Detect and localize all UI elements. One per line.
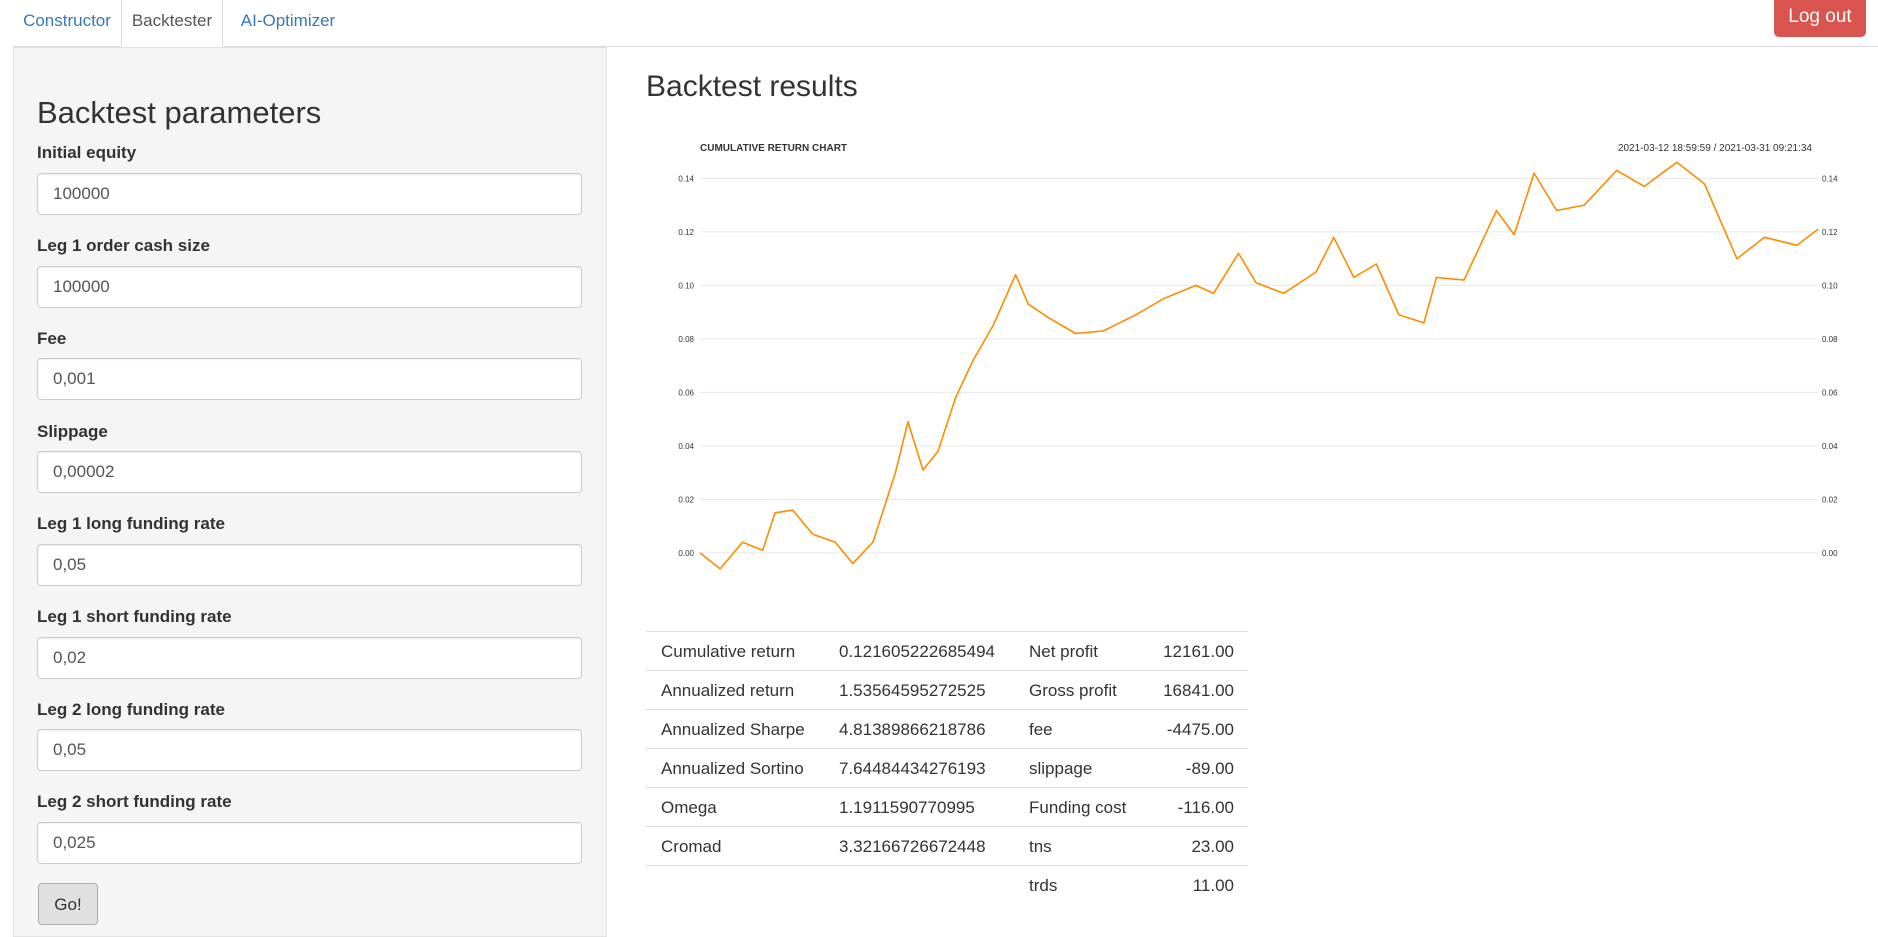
tab-constructor[interactable]: Constructor bbox=[23, 11, 111, 30]
table-row: Omega 1.1911590770995 Funding cost -116.… bbox=[646, 787, 1248, 826]
stat-label: Annualized return bbox=[661, 681, 795, 700]
leg2-long-funding-rate-label: Leg 2 long funding rate bbox=[37, 700, 225, 719]
table-row: trds 11.00 bbox=[646, 865, 1248, 904]
params-title: Backtest parameters bbox=[37, 95, 322, 130]
stat-value: 11.00 bbox=[1192, 876, 1234, 895]
initial-equity-input[interactable] bbox=[37, 173, 582, 215]
y-tick-label-left: 0.08 bbox=[678, 335, 694, 344]
y-tick-label-left: 0.10 bbox=[678, 281, 694, 290]
chart-date-range: 2021-03-12 18:59:59 / 2021-03-31 09:21:3… bbox=[1618, 143, 1812, 154]
leg1-short-funding-rate-input[interactable] bbox=[37, 637, 582, 679]
table-row: Annualized Sharpe 4.81389866218786 fee -… bbox=[646, 709, 1248, 748]
go-button[interactable]: Go! bbox=[38, 883, 98, 925]
stat-label: trds bbox=[1029, 876, 1058, 895]
y-tick-label-right: 0.06 bbox=[1822, 388, 1838, 397]
stat-value: 23.00 bbox=[1191, 837, 1234, 856]
stat-value: 1.53564595272525 bbox=[839, 681, 986, 700]
y-tick-label-right: 0.00 bbox=[1822, 549, 1838, 558]
chart-grid bbox=[700, 177, 1818, 554]
slippage-label: Slippage bbox=[37, 422, 108, 441]
stat-label: Cromad bbox=[661, 837, 722, 856]
stat-label: Net profit bbox=[1029, 642, 1098, 661]
stat-label: tns bbox=[1029, 837, 1052, 856]
fee-label: Fee bbox=[37, 329, 67, 348]
leg1-order-cash-size-label: Leg 1 order cash size bbox=[37, 236, 210, 255]
y-tick-label-left: 0.06 bbox=[678, 388, 694, 397]
fee-input[interactable] bbox=[37, 358, 582, 400]
navbar: Constructor Backtester AI-Optimizer Log … bbox=[0, 0, 1878, 47]
results-title: Backtest results bbox=[646, 70, 858, 103]
leg2-long-funding-rate-input[interactable] bbox=[37, 729, 582, 771]
y-tick-label-left: 0.02 bbox=[678, 495, 694, 504]
stat-value: 0.121605222685494 bbox=[839, 642, 995, 661]
stat-label: Omega bbox=[661, 798, 717, 817]
initial-equity-label: Initial equity bbox=[37, 143, 137, 162]
chart-series bbox=[699, 161, 1819, 570]
chart-title: CUMULATIVE RETURN CHART bbox=[700, 143, 847, 154]
leg1-short-funding-rate-label: Leg 1 short funding rate bbox=[37, 607, 232, 626]
table-row: Cumulative return 0.121605222685494 Net … bbox=[646, 631, 1248, 670]
y-tick-label-right: 0.08 bbox=[1822, 335, 1838, 344]
y-tick-label-left: 0.04 bbox=[678, 442, 694, 451]
stat-value: 7.64484434276193 bbox=[839, 759, 986, 778]
y-tick-label-left: 0.14 bbox=[678, 174, 694, 183]
stat-label: slippage bbox=[1029, 759, 1093, 778]
leg1-order-cash-size-input[interactable] bbox=[37, 266, 582, 308]
stat-label: Cumulative return bbox=[661, 642, 796, 661]
tab-ai-optimizer[interactable]: AI-Optimizer bbox=[240, 11, 336, 30]
leg2-short-funding-rate-input[interactable] bbox=[37, 822, 582, 864]
cumulative-return-chart: CUMULATIVE RETURN CHART 2021-03-12 18:59… bbox=[660, 135, 1838, 620]
leg1-long-funding-rate-label: Leg 1 long funding rate bbox=[37, 514, 225, 533]
y-tick-label-right: 0.04 bbox=[1822, 442, 1838, 451]
y-tick-label-left: 0.12 bbox=[678, 228, 694, 237]
y-tick-label-right: 0.14 bbox=[1822, 174, 1838, 183]
stat-label: Gross profit bbox=[1029, 681, 1117, 700]
nav-tabs: Constructor Backtester AI-Optimizer bbox=[13, 0, 1878, 47]
leg1-long-funding-rate-input[interactable] bbox=[37, 544, 582, 586]
stat-value: -116.00 bbox=[1177, 798, 1234, 817]
y-tick-label-right: 0.10 bbox=[1822, 281, 1838, 290]
leg2-short-funding-rate-label: Leg 2 short funding rate bbox=[37, 792, 232, 811]
chart-axes: 0.14 0.14 0.12 0.12 0.10 0.10 0.08 0.08 0.06 0.06… bbox=[678, 174, 1838, 558]
logout-button[interactable]: Log out bbox=[1774, 0, 1866, 37]
stats-table: Cumulative return 0.121605222685494 Net … bbox=[646, 631, 1248, 904]
y-tick-label-left: 0.00 bbox=[678, 549, 694, 558]
table-row: Annualized return 1.53564595272525 Gross… bbox=[646, 670, 1248, 709]
y-tick-label-right: 0.12 bbox=[1822, 228, 1838, 237]
stat-label: Annualized Sortino bbox=[661, 759, 804, 778]
table-row: Annualized Sortino 7.64484434276193 slip… bbox=[646, 748, 1248, 787]
stat-value: 12161.00 bbox=[1163, 642, 1234, 661]
stat-value: 4.81389866218786 bbox=[839, 720, 986, 739]
table-row: Cromad 3.32166726672448 tns 23.00 bbox=[646, 826, 1248, 865]
stat-label: Annualized Sharpe bbox=[661, 720, 805, 739]
stat-label: fee bbox=[1029, 720, 1053, 739]
cumulative-return-line bbox=[699, 161, 1819, 570]
stat-label: Funding cost bbox=[1029, 798, 1127, 817]
tab-backtester[interactable]: Backtester bbox=[121, 0, 223, 47]
y-tick-label-right: 0.02 bbox=[1822, 495, 1838, 504]
slippage-input[interactable] bbox=[37, 451, 582, 493]
chart-canvas: CUMULATIVE RETURN CHART 2021-03-12 18:59… bbox=[678, 143, 1838, 570]
stat-value: -4475.00 bbox=[1166, 720, 1234, 739]
stat-value: 16841.00 bbox=[1163, 681, 1234, 700]
stat-value: 3.32166726672448 bbox=[839, 837, 986, 856]
stat-value: 1.1911590770995 bbox=[839, 798, 975, 817]
stat-value: -89.00 bbox=[1185, 759, 1234, 778]
